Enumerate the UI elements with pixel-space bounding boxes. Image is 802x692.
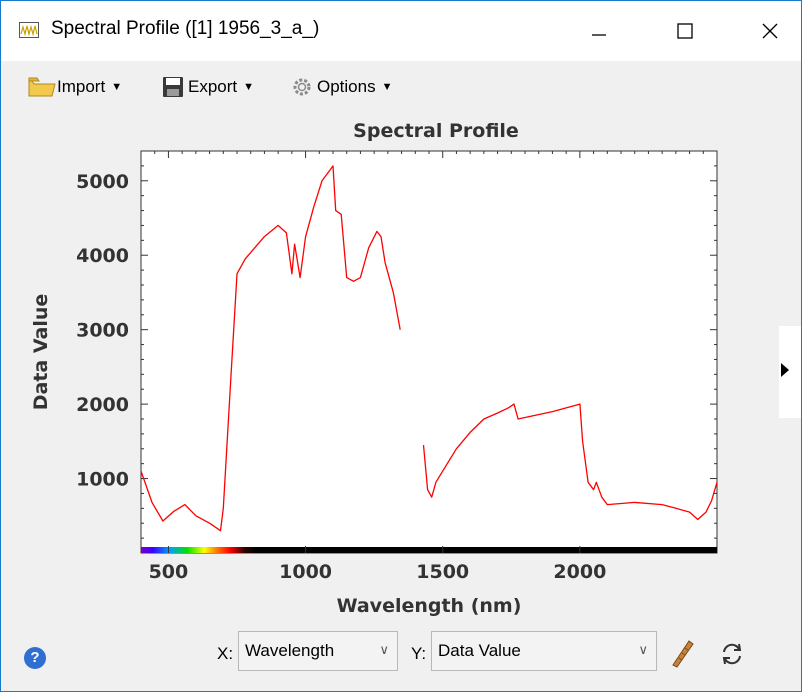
import-label: Import bbox=[57, 77, 106, 96]
import-menu[interactable]: Import ▼ bbox=[27, 74, 122, 100]
options-menu[interactable]: Options ▼ bbox=[287, 74, 392, 100]
x-axis: 500 1000 1500 2000 bbox=[149, 151, 704, 583]
toolbar: Import ▼ Export ▼ Options ▼ bbox=[1, 62, 801, 110]
minimize-icon bbox=[592, 34, 606, 36]
ruler-icon[interactable] bbox=[669, 638, 695, 668]
y-tick-label: 3000 bbox=[76, 320, 129, 342]
series-group bbox=[140, 165, 718, 532]
y-tick-label: 1000 bbox=[76, 469, 129, 491]
help-icon[interactable]: ? bbox=[24, 647, 46, 669]
x-axis-select[interactable]: Wavelength ∨ bbox=[238, 631, 398, 671]
y-selector-label: Y: bbox=[411, 644, 427, 663]
chart-panel: Spectral Profile 1000 2000 3000 4000 5000 50… bbox=[1, 110, 779, 620]
chevron-down-icon: ▼ bbox=[111, 81, 123, 93]
spectral-chart: Spectral Profile 1000 2000 3000 4000 5000 50… bbox=[30, 120, 718, 617]
export-label: Export bbox=[188, 77, 238, 96]
chevron-down-icon: ▼ bbox=[381, 81, 393, 93]
export-menu[interactable]: Export ▼ bbox=[158, 74, 254, 100]
y-axis-select[interactable]: Data Value ∨ bbox=[431, 631, 657, 671]
minimize-button[interactable] bbox=[569, 1, 629, 61]
x-axis-select-value: Wavelength bbox=[245, 641, 335, 660]
series-line-2 bbox=[422, 403, 718, 521]
y-tick-label: 2000 bbox=[76, 394, 129, 416]
spectrum-color-bar bbox=[141, 547, 717, 553]
x-tick-label: 1000 bbox=[279, 561, 332, 583]
spectrum-band bbox=[141, 547, 717, 553]
save-disk-icon bbox=[158, 74, 188, 100]
maximize-button[interactable] bbox=[655, 1, 715, 61]
x-axis-label: Wavelength (nm) bbox=[337, 595, 522, 617]
series-line-1 bbox=[140, 165, 401, 532]
y-axis-label: Data Value bbox=[30, 294, 52, 411]
close-button[interactable] bbox=[740, 1, 800, 61]
window-title: Spectral Profile ([1] 1956_3_a_) bbox=[51, 18, 320, 39]
chart-title: Spectral Profile bbox=[353, 120, 519, 142]
bottom-bar bbox=[1, 620, 801, 691]
folder-icon bbox=[27, 74, 57, 100]
close-icon bbox=[762, 23, 778, 39]
y-axis: 1000 2000 3000 4000 5000 bbox=[76, 165, 717, 539]
chevron-down-icon: ▼ bbox=[243, 81, 255, 93]
x-tick-label: 2000 bbox=[553, 561, 606, 583]
chevron-down-icon: ∨ bbox=[379, 642, 389, 657]
side-panel-toggle[interactable] bbox=[779, 326, 801, 418]
y-tick-label: 5000 bbox=[76, 171, 129, 193]
x-tick-label: 1500 bbox=[416, 561, 469, 583]
maximize-icon bbox=[677, 23, 693, 39]
gear-icon bbox=[287, 74, 317, 100]
chevron-down-icon: ∨ bbox=[638, 642, 648, 657]
x-tick-label: 500 bbox=[149, 561, 189, 583]
y-tick-label: 4000 bbox=[76, 245, 129, 267]
title-bar[interactable]: Spectral Profile ([1] 1956_3_a_) bbox=[1, 1, 801, 61]
plot-area bbox=[140, 150, 718, 554]
options-label: Options bbox=[317, 77, 376, 96]
x-selector-label: X: bbox=[217, 644, 234, 663]
spectral-app-icon bbox=[19, 22, 39, 38]
refresh-icon[interactable] bbox=[719, 641, 745, 667]
expand-arrow-icon bbox=[781, 363, 789, 377]
y-axis-select-value: Data Value bbox=[438, 641, 521, 660]
